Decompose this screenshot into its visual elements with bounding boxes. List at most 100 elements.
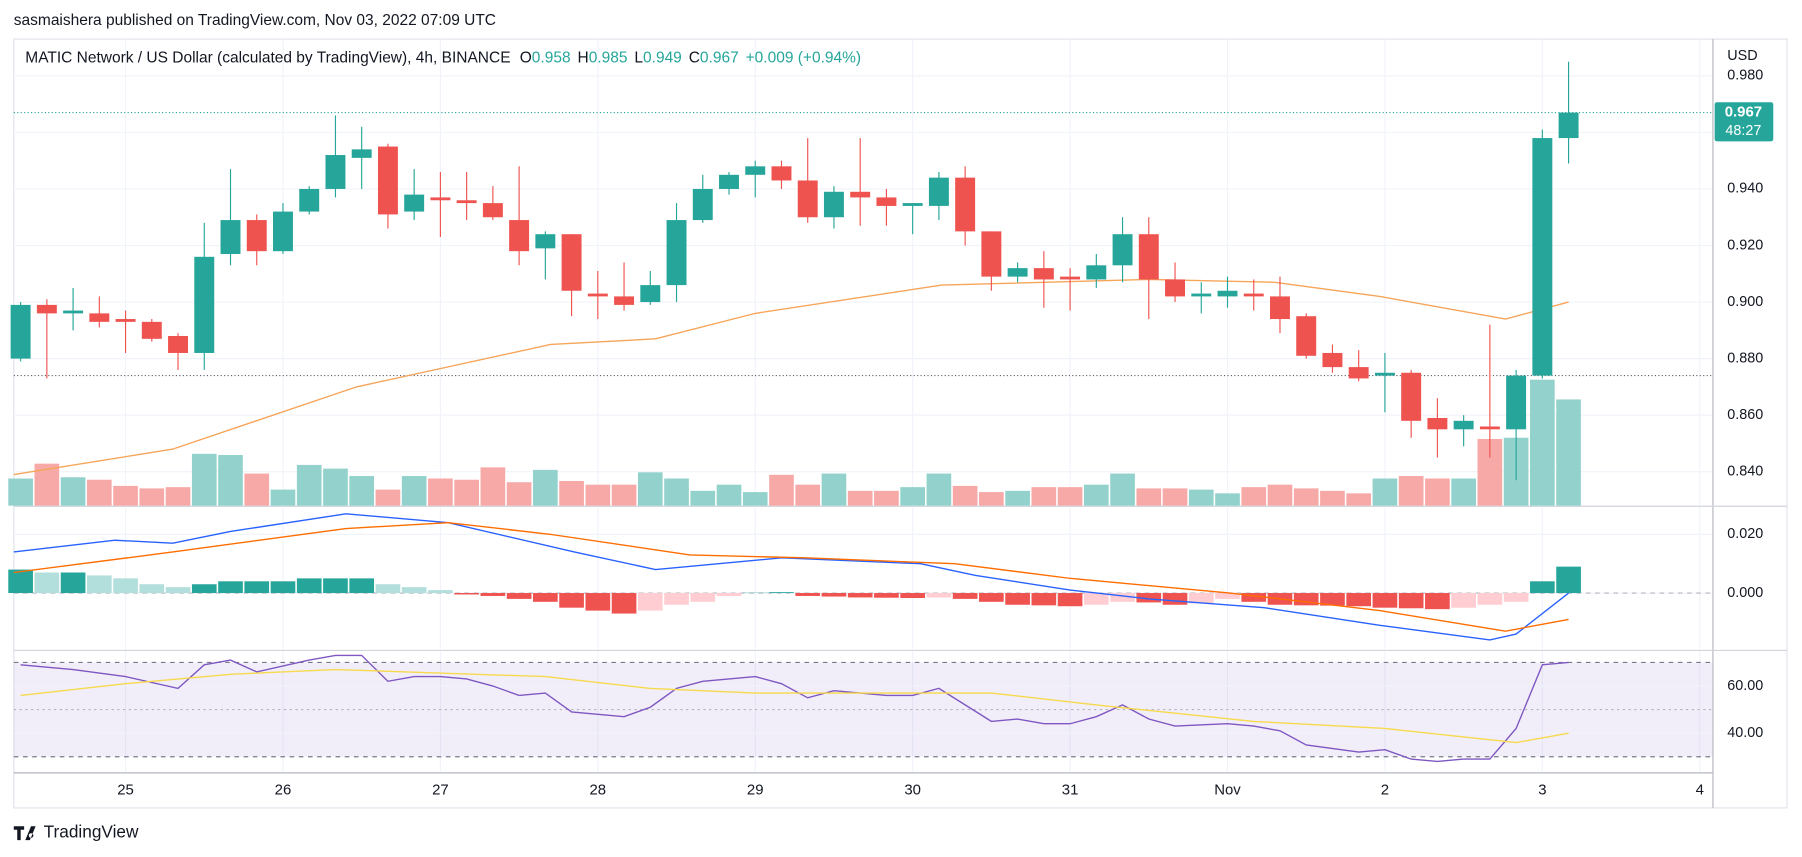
- volume-bar: [847, 490, 873, 506]
- volume-bar: [60, 477, 86, 506]
- candle-body: [1007, 268, 1028, 277]
- histogram-bar: [1241, 593, 1267, 602]
- histogram-bar: [323, 578, 348, 594]
- legend-value: 0.958: [532, 50, 571, 67]
- histogram-bar: [847, 593, 873, 598]
- histogram-bar: [585, 593, 611, 611]
- y-tick-label: 40.00: [1727, 725, 1763, 741]
- volume-bar: [454, 479, 479, 506]
- candle-body: [535, 234, 556, 249]
- histogram-bar: [113, 578, 138, 594]
- histogram-bar: [1188, 593, 1214, 604]
- volume-bar: [690, 490, 716, 506]
- histogram-bar: [769, 592, 794, 594]
- x-tick-label: 30: [904, 782, 921, 799]
- candle-body: [745, 166, 766, 175]
- histogram-bar: [559, 593, 584, 608]
- tradingview-logo: TradingView: [13, 822, 139, 842]
- x-tick-label: 31: [1062, 782, 1079, 799]
- candle-body: [168, 336, 189, 353]
- volume-bar: [952, 485, 978, 506]
- volume-bar: [218, 455, 243, 506]
- volume-bar: [1293, 488, 1319, 506]
- histogram-bar: [1215, 593, 1240, 599]
- candle-body: [273, 211, 293, 252]
- histogram-bar: [664, 593, 689, 605]
- histogram-bar: [1346, 593, 1372, 607]
- volume-bar: [165, 487, 191, 506]
- candle-body: [1112, 234, 1133, 266]
- histogram-bar: [1451, 593, 1476, 608]
- candle-body: [1296, 316, 1317, 356]
- volume-bar: [1005, 490, 1030, 506]
- histogram-bar: [1110, 593, 1135, 602]
- volume-bar: [874, 490, 899, 506]
- histogram-bar: [1057, 593, 1083, 607]
- candle-body: [876, 197, 897, 206]
- volume-bar: [637, 472, 663, 506]
- y-tick-label: 0.020: [1727, 526, 1763, 542]
- histogram-bar: [1425, 593, 1450, 610]
- volume-bar: [1162, 488, 1188, 506]
- candle-body: [509, 220, 530, 252]
- histogram-bar: [900, 593, 925, 599]
- histogram-bar: [506, 593, 532, 599]
- volume-bar: [926, 473, 952, 506]
- histogram-bar: [454, 593, 479, 595]
- candle-body: [1191, 293, 1212, 297]
- candle-body: [36, 304, 57, 314]
- candle-body: [1558, 112, 1579, 139]
- candle-body: [719, 174, 739, 189]
- volume-bar: [979, 492, 1004, 506]
- y-tick-label: 0.920: [1727, 237, 1763, 253]
- candle-body: [1453, 420, 1474, 430]
- candle-body: [771, 166, 792, 181]
- candle-body: [1217, 290, 1238, 297]
- volume-bar: [1346, 493, 1372, 506]
- volume-bar: [401, 476, 427, 506]
- y-tick-label: 60.00: [1727, 678, 1763, 694]
- legend-label: C: [689, 50, 700, 67]
- y-tick-label: 0.880: [1727, 350, 1763, 366]
- candle-body: [299, 188, 320, 212]
- volume-bar: [664, 478, 689, 506]
- volume-bar: [1320, 490, 1345, 506]
- x-tick-label: 3: [1538, 782, 1546, 799]
- candle-body: [220, 220, 241, 254]
- candle-body: [1479, 426, 1500, 430]
- legend: MATIC Network / US Dollar (calculated by…: [25, 50, 861, 67]
- legend-title: MATIC Network / US Dollar (calculated by…: [25, 50, 510, 67]
- histogram-bar: [611, 593, 637, 614]
- volume-bar: [716, 484, 742, 506]
- candle-body: [587, 293, 608, 297]
- histogram-bar: [428, 590, 453, 594]
- legend-label: H: [577, 50, 588, 67]
- candle-body: [377, 146, 398, 215]
- volume-bar: [1188, 489, 1214, 506]
- candle-body: [561, 234, 582, 291]
- histogram-bar: [1320, 593, 1345, 606]
- histogram-bar: [244, 581, 270, 594]
- candle-body: [850, 191, 871, 198]
- candle-body: [351, 149, 372, 158]
- x-tick-label: 2: [1381, 782, 1389, 799]
- x-tick-label: 4: [1696, 782, 1704, 799]
- volume-bar: [1136, 488, 1162, 506]
- logo-text: TradingView: [44, 822, 139, 842]
- histogram-bar: [218, 581, 243, 594]
- volume-bar: [8, 478, 33, 506]
- candle-body: [1532, 138, 1553, 376]
- histogram-bar: [979, 593, 1004, 602]
- x-tick-label: 27: [432, 782, 449, 799]
- histogram-bar: [349, 578, 375, 594]
- histogram-bar: [690, 593, 716, 602]
- candle-body: [246, 220, 267, 252]
- volume-bar: [349, 476, 375, 506]
- logo-mark: [13, 826, 36, 841]
- legend-value: 0.967: [700, 50, 739, 67]
- histogram-bar: [821, 593, 847, 597]
- candle-body: [1322, 352, 1343, 368]
- histogram-bar: [1005, 593, 1030, 605]
